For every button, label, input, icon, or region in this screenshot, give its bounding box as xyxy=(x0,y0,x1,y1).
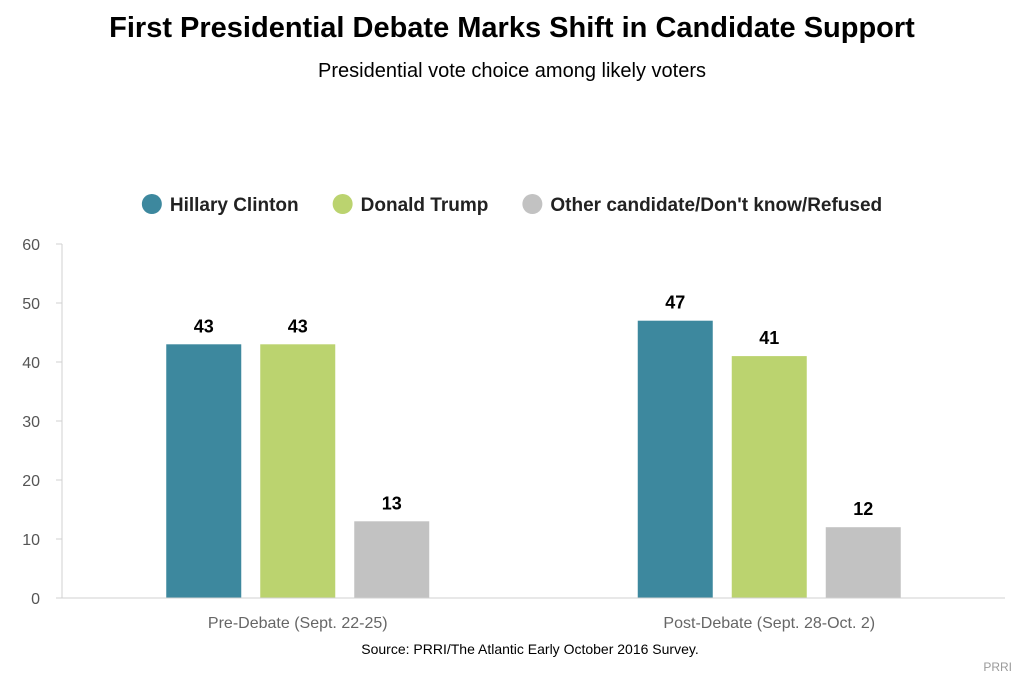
y-tick-label: 0 xyxy=(31,591,40,608)
y-tick-label: 60 xyxy=(22,237,40,254)
brand-label: PRRI xyxy=(983,660,1012,674)
legend-label: Donald Trump xyxy=(361,195,489,216)
y-tick-label: 20 xyxy=(22,473,40,490)
bar xyxy=(731,356,807,598)
bars: 43 43 13 47 41 12 xyxy=(166,293,901,598)
x-axis: Pre-Debate (Sept. 22-25) Post-Debate (Sep… xyxy=(62,597,1005,632)
data-label: 13 xyxy=(382,493,402,513)
legend-swatch xyxy=(141,194,162,214)
data-label: 41 xyxy=(759,328,779,348)
data-label: 43 xyxy=(288,316,308,336)
legend-item[interactable]: Donald Trump xyxy=(332,194,489,216)
data-label: 47 xyxy=(665,293,685,313)
legend-item[interactable]: Other candidate/Don't know/Refused xyxy=(522,194,882,216)
chart-subtitle: Presidential vote choice among likely vo… xyxy=(318,60,706,82)
y-tick-label: 10 xyxy=(22,532,40,549)
x-category-label: Pre-Debate (Sept. 22-25) xyxy=(208,615,388,632)
y-tick-label: 40 xyxy=(22,355,40,372)
legend-swatch xyxy=(332,194,353,214)
legend-swatch xyxy=(522,194,543,214)
y-tick-label: 30 xyxy=(22,414,40,431)
legend-label: Hillary Clinton xyxy=(170,195,299,216)
bar xyxy=(260,344,336,598)
legend-label: Other candidate/Don't know/Refused xyxy=(550,195,882,216)
bar xyxy=(166,344,242,598)
source-note: Source: PRRI/The Atlantic Early October … xyxy=(361,641,699,657)
legend-item[interactable]: Hillary Clinton xyxy=(141,194,299,216)
y-tick-label: 50 xyxy=(22,296,40,313)
x-category-label: Post-Debate (Sept. 28-Oct. 2) xyxy=(663,615,875,632)
chart-title: First Presidential Debate Marks Shift in… xyxy=(109,12,915,44)
data-label: 12 xyxy=(853,499,873,519)
bar xyxy=(825,527,901,598)
legend: Hillary Clinton Donald Trump Other candida… xyxy=(141,194,882,216)
bar xyxy=(637,320,713,598)
bar xyxy=(354,521,430,598)
data-label: 43 xyxy=(194,316,214,336)
y-axis: 0 10 20 30 40 50 60 xyxy=(22,237,63,608)
